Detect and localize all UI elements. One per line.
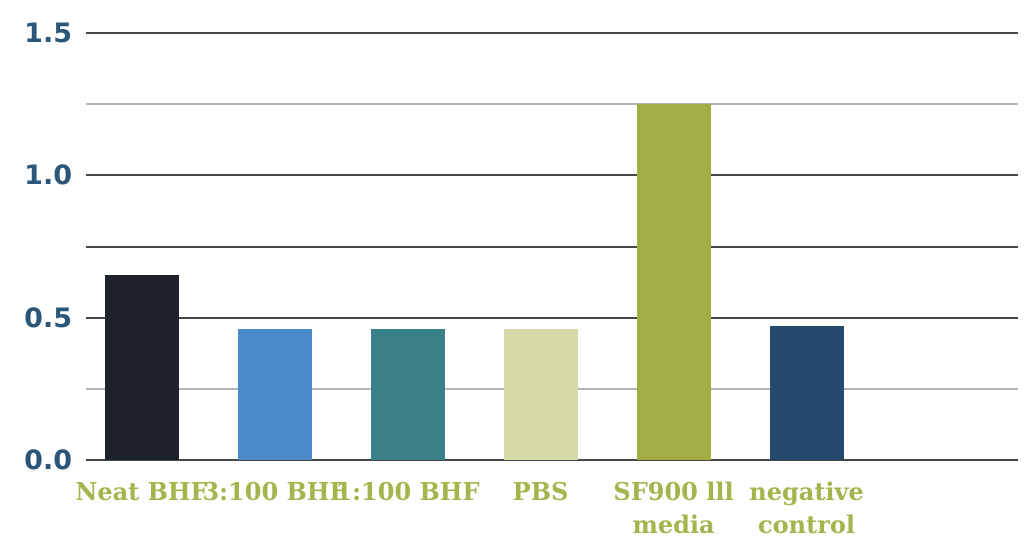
x-axis-label-line: media [632, 510, 715, 539]
x-axis-label-line: PBS [512, 477, 569, 506]
gridline-0.50 [86, 316, 1018, 319]
bar-neat-bhf [104, 274, 179, 460]
y-axis-tick-label-0.0: 0.0 [24, 445, 72, 476]
x-axis-label-line: SF900 lll [613, 477, 734, 506]
bar-negative-control [769, 326, 844, 460]
y-axis-tick-label-0.5: 0.5 [24, 302, 72, 334]
bar-sf900-lll-media [636, 104, 711, 460]
bar-pbs [503, 329, 578, 460]
y-axis-tick-label-1.5: 1.5 [24, 18, 72, 49]
x-axis-label-line: negative [749, 477, 864, 506]
x-axis-label-1-100-bhf: 1:100 BHF [333, 475, 483, 508]
x-axis-label-sf900-lll-media: SF900 lll media [599, 475, 749, 541]
gridline-0.00 [86, 459, 1018, 461]
gridline-1.25 [86, 103, 1018, 106]
x-axis-label-3-100-bhf: 3:100 BHF [200, 475, 350, 508]
x-axis-label-line: Neat BHF [75, 477, 208, 506]
x-axis-label-line: control [758, 510, 855, 539]
bar-3-100-bhf [237, 329, 312, 460]
x-axis-label-neat-bhf: Neat BHF [67, 475, 217, 508]
y-axis-tick-label-1.0: 1.0 [24, 160, 72, 192]
plot-area [86, 32, 1018, 461]
x-axis-label-line: 1:100 BHF [335, 477, 480, 506]
gridline-0.75 [86, 245, 1018, 248]
x-axis-label-negative-control: negative control [732, 475, 882, 541]
gridline-1.00 [86, 174, 1018, 177]
x-axis-label-pbs: PBS [466, 475, 616, 508]
bar-1-100-bhf [370, 329, 445, 460]
gridline-1.50 [86, 32, 1018, 34]
x-axis-label-line: 3:100 BHF [202, 477, 347, 506]
